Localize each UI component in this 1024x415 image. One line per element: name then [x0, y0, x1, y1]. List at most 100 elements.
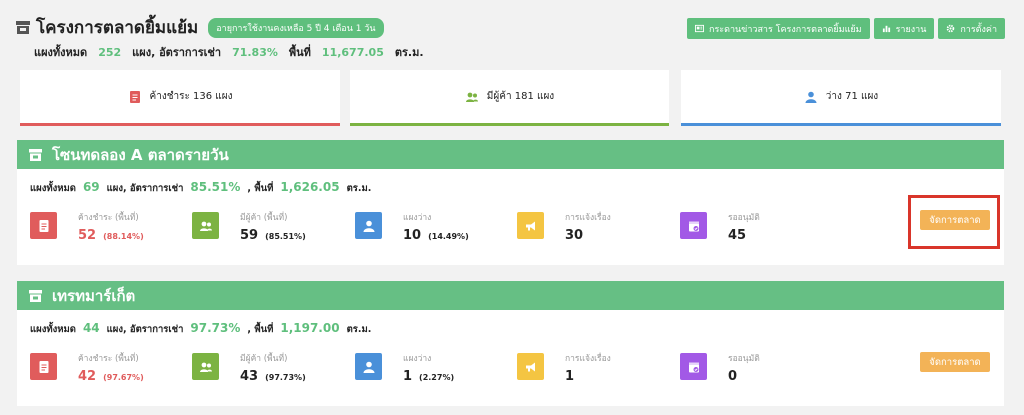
- metric-occupied[interactable]: มีผู้ค้า (พื้นที่) 59 (85.51%): [192, 212, 306, 243]
- settings-label: การตั้งค่า: [960, 24, 997, 35]
- zone-total-label: แผงทั้งหมด: [30, 183, 76, 194]
- metric-label: มีผู้ค้า (พื้นที่): [240, 213, 288, 223]
- metric-value: 30: [565, 228, 584, 243]
- store-icon: [16, 21, 30, 34]
- newspaper-icon: [695, 24, 705, 33]
- stat-occupied-label: มีผู้ค้า 181 แผง: [486, 91, 555, 102]
- zone-total-label: แผงทั้งหมด: [30, 324, 76, 335]
- stat-vacant-label: ว่าง 71 แผง: [825, 91, 879, 102]
- users-icon: [192, 212, 219, 239]
- zone-rate-label: แผง, อัตราการเช่า: [106, 324, 184, 335]
- store-icon: [29, 148, 42, 161]
- user-icon: [805, 91, 817, 103]
- metric-value: 52: [78, 228, 97, 243]
- metric-percent: (88.14%): [103, 232, 144, 241]
- rate-value: 71.83%: [232, 46, 278, 59]
- page-title: โครงการตลาดยิ้มแย้ม: [36, 18, 199, 38]
- zone-card: เทรทมาร์เก็ต แผงทั้งหมด 44 แผง, อัตราการ…: [17, 281, 1004, 406]
- metric-label: แผงว่าง: [403, 354, 432, 364]
- highlight-box: [908, 195, 1000, 249]
- metric-value: 42: [78, 369, 97, 384]
- stat-card-occupied[interactable]: มีผู้ค้า 181 แผง: [350, 70, 669, 126]
- stat-card-vacant[interactable]: ว่าง 71 แผง: [681, 70, 1001, 126]
- project-summary: แผงทั้งหมด 252 แผง, อัตราการเช่า 71.83% …: [34, 43, 424, 61]
- zone-area-unit: ตร.ม.: [346, 183, 372, 194]
- zone-card: โซนทดลอง A ตลาดรายวัน แผงทั้งหมด 69 แผง,…: [17, 140, 1004, 265]
- gear-icon: [947, 24, 955, 33]
- users-icon: [192, 353, 219, 380]
- settings-button[interactable]: การตั้งค่า: [938, 18, 1005, 39]
- metric-value: 45: [728, 228, 747, 243]
- zone-name: โซนทดลอง A ตลาดรายวัน: [52, 145, 229, 164]
- metric-overdue[interactable]: ค้างชำระ (พื้นที่) 52 (88.14%): [30, 212, 144, 243]
- metric-value: 1: [565, 369, 575, 384]
- area-value: 11,677.05: [321, 46, 384, 59]
- metric-pending[interactable]: รออนุมัติ 45: [680, 212, 760, 243]
- metric-label: รออนุมัติ: [728, 213, 760, 223]
- metric-label: การแจ้งเรื่อง: [565, 213, 611, 223]
- report-label: รายงาน: [895, 24, 927, 35]
- top-actions: กระดานข่าวสาร โครงการตลาดยิ้มแย้ม รายงาน…: [687, 18, 1005, 39]
- metric-percent: (97.67%): [103, 373, 144, 382]
- invoice-icon: [30, 353, 57, 380]
- metric-value: 59: [240, 228, 259, 243]
- zone-area-label: , พื้นที่: [247, 183, 274, 194]
- metric-percent: (85.51%): [265, 232, 306, 241]
- metric-vacant[interactable]: แผงว่าง 1 (2.27%): [355, 353, 454, 384]
- total-value: 252: [98, 46, 122, 59]
- expiry-badge: อายุการใช้งานคงเหลือ 5 ปี 4 เดือน 1 วัน: [208, 17, 384, 38]
- user-icon: [355, 353, 382, 380]
- megaphone-icon: [517, 353, 544, 380]
- metric-occupied[interactable]: มีผู้ค้า (พื้นที่) 43 (97.73%): [192, 353, 306, 384]
- metric-overdue[interactable]: ค้างชำระ (พื้นที่) 42 (97.67%): [30, 353, 144, 384]
- news-board-button[interactable]: กระดานข่าวสาร โครงการตลาดยิ้มแย้ม: [687, 18, 870, 39]
- zone-area-value: 1,197.00: [280, 321, 340, 335]
- invoice-icon: [129, 90, 140, 103]
- users-icon: [465, 92, 478, 102]
- metric-label: ค้างชำระ (พื้นที่): [78, 213, 139, 223]
- metric-pending[interactable]: รออนุมัติ 0: [680, 353, 760, 384]
- page-header: โครงการตลาดยิ้มแย้ม อายุการใช้งานคงเหลือ…: [0, 0, 1024, 62]
- invoice-icon: [30, 212, 57, 239]
- zone-header[interactable]: เทรทมาร์เก็ต: [17, 281, 1004, 310]
- zone-summary: แผงทั้งหมด 44 แผง, อัตราการเช่า 97.73% ,…: [30, 321, 371, 337]
- bar-chart-icon: [882, 25, 890, 33]
- news-board-label: กระดานข่าวสาร โครงการตลาดยิ้มแย้ม: [709, 24, 862, 35]
- metric-vacant[interactable]: แผงว่าง 10 (14.49%): [355, 212, 469, 243]
- zone-summary: แผงทั้งหมด 69 แผง, อัตราการเช่า 85.51% ,…: [30, 180, 371, 196]
- metric-value: 43: [240, 369, 259, 384]
- manage-market-button[interactable]: จัดการตลาด: [920, 352, 990, 372]
- calendar-check-icon: [680, 212, 707, 239]
- zone-rate-value: 85.51%: [190, 180, 241, 194]
- total-label: แผงทั้งหมด: [34, 46, 88, 59]
- zone-header[interactable]: โซนทดลอง A ตลาดรายวัน: [17, 140, 1004, 169]
- metric-label: การแจ้งเรื่อง: [565, 354, 611, 364]
- metric-label: ค้างชำระ (พื้นที่): [78, 354, 139, 364]
- metric-percent: (2.27%): [419, 373, 455, 382]
- title-row: โครงการตลาดยิ้มแย้ม อายุการใช้งานคงเหลือ…: [16, 14, 384, 41]
- manage-market-button[interactable]: จัดการตลาด: [920, 210, 990, 230]
- zone-area-label: , พื้นที่: [247, 324, 274, 335]
- zone-name: เทรทมาร์เก็ต: [52, 286, 136, 305]
- store-icon: [29, 289, 42, 302]
- stat-card-overdue[interactable]: ค้างชำระ 136 แผง: [20, 70, 340, 126]
- megaphone-icon: [517, 212, 544, 239]
- zone-rate-value: 97.73%: [190, 321, 241, 335]
- area-unit: ตร.ม.: [394, 46, 424, 59]
- rate-label: แผง, อัตราการเช่า: [132, 46, 222, 59]
- metric-label: รออนุมัติ: [728, 354, 760, 364]
- metric-value: 10: [403, 228, 422, 243]
- user-icon: [355, 212, 382, 239]
- metric-label: มีผู้ค้า (พื้นที่): [240, 354, 288, 364]
- stat-overdue-label: ค้างชำระ 136 แผง: [149, 91, 233, 102]
- zone-area-unit: ตร.ม.: [346, 324, 372, 335]
- area-label: พื้นที่: [288, 46, 311, 59]
- metric-percent: (97.73%): [265, 373, 306, 382]
- metric-value: 1: [403, 369, 413, 384]
- metric-complaints[interactable]: การแจ้งเรื่อง 30: [517, 212, 611, 243]
- metric-complaints[interactable]: การแจ้งเรื่อง 1: [517, 353, 611, 384]
- zone-area-value: 1,626.05: [280, 180, 340, 194]
- metric-percent: (14.49%): [428, 232, 469, 241]
- report-button[interactable]: รายงาน: [873, 18, 935, 39]
- zone-rate-label: แผง, อัตราการเช่า: [106, 183, 184, 194]
